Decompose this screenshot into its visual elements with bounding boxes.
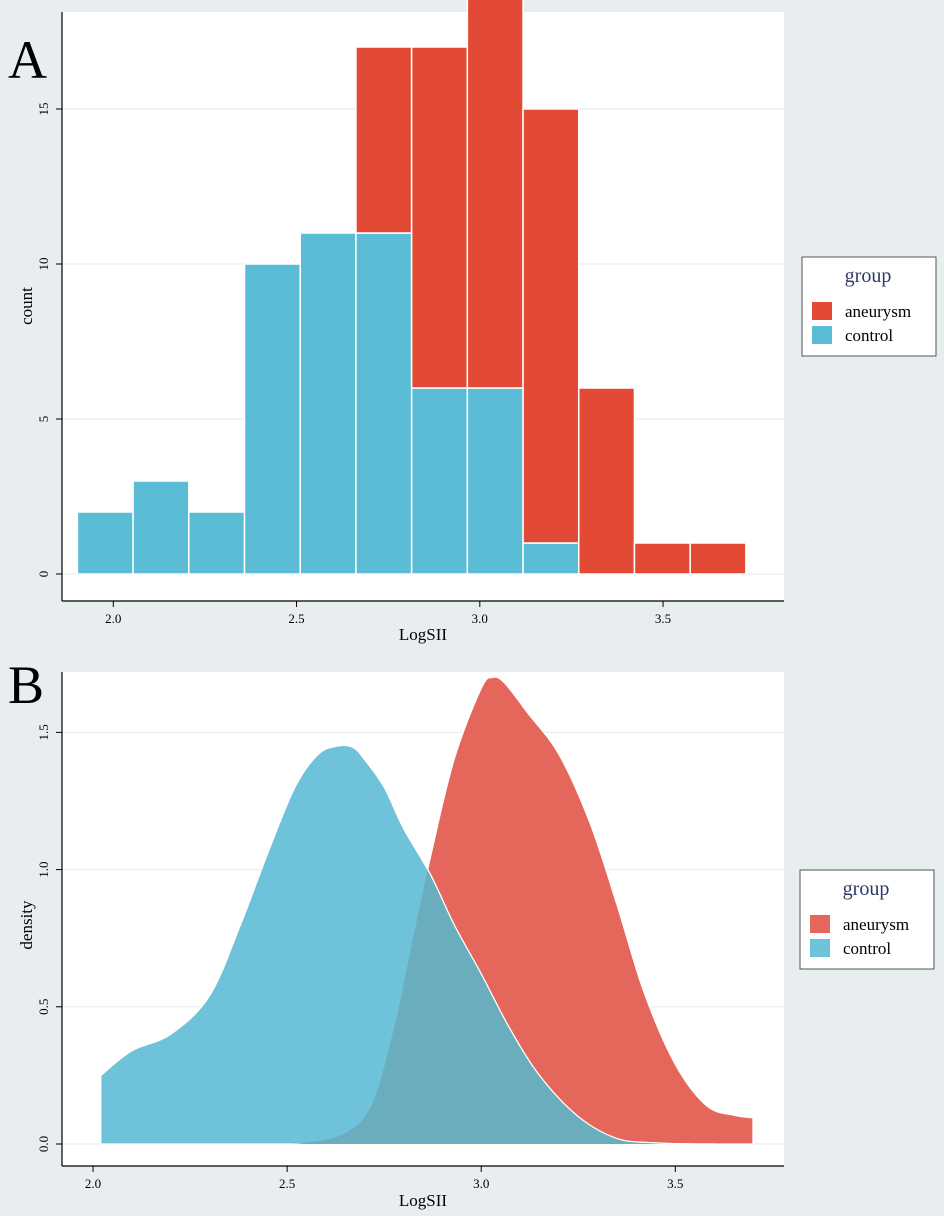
- panel-b-y-tick-label-2: 1.0: [36, 861, 51, 877]
- panel-a-bars: [76, 0, 747, 575]
- panel-a-x-tick-label-3: 3.5: [655, 611, 671, 626]
- panel-a-bar-control-0: [76, 511, 134, 575]
- panel-b-x-tick-label-0: 2.0: [85, 1176, 101, 1191]
- panel-a-y-tick-label-2: 10: [36, 258, 51, 271]
- panel-a-x-tick-label-2: 3.0: [472, 611, 488, 626]
- panel-a-bar-aneurysm-7: [466, 0, 524, 389]
- panel-b-x-tick-label-2: 3.0: [473, 1176, 489, 1191]
- panel-b-legend: group aneurysm control: [799, 869, 935, 970]
- panel-b-legend-swatch-aneurysm: [810, 915, 830, 933]
- panel-a-bar-control-1: [132, 480, 190, 575]
- panel-b-legend-label-control: control: [843, 939, 891, 958]
- panel-b-density: 2.0 2.5 3.0 3.5 0.0 0.5 1.0 1.5 B LogSII densi…: [8, 655, 935, 1210]
- panel-a-x-tick-label-1: 2.5: [288, 611, 304, 626]
- panel-a-histogram: 2.0 2.5 3.0 3.5 0 5 10 15 A LogSII count group…: [8, 0, 937, 644]
- panel-a-bar-aneurysm-11: [689, 542, 747, 575]
- panel-a-bar-control-2: [188, 511, 246, 575]
- panel-a-y-tick-label-3: 15: [36, 103, 51, 116]
- panel-b-y-tick-label-1: 0.5: [36, 999, 51, 1015]
- panel-a-legend-label-control: control: [845, 326, 893, 345]
- panel-a-bar-control-3: [243, 263, 301, 575]
- panel-a-y-tick-label-1: 5: [36, 416, 51, 423]
- panel-a-bar-control-5: [355, 232, 413, 575]
- panel-a-legend-title: group: [845, 265, 892, 287]
- panel-a-x-tick-label-0: 2.0: [105, 611, 121, 626]
- panel-a-y-ticks: 0 5 10 15: [36, 103, 62, 578]
- panel-a-x-ticks: 2.0 2.5 3.0 3.5: [105, 601, 671, 626]
- panel-b-y-tick-label-3: 1.5: [36, 724, 51, 740]
- panel-a-bar-aneurysm-10: [633, 542, 691, 575]
- panel-a-bar-aneurysm-8: [522, 108, 580, 544]
- panel-b-y-axis-title: density: [17, 900, 36, 950]
- panel-b-x-tick-label-1: 2.5: [279, 1176, 295, 1191]
- panel-b-x-ticks: 2.0 2.5 3.0 3.5: [85, 1166, 683, 1191]
- panel-b-label: B: [8, 655, 44, 715]
- panel-a-bar-control-8: [522, 542, 580, 575]
- panel-a-bar-aneurysm-6: [410, 46, 469, 389]
- panel-b-legend-swatch-control: [810, 939, 830, 957]
- panel-b-legend-label-aneurysm: aneurysm: [843, 915, 909, 934]
- panel-b-y-tick-label-0: 0.0: [36, 1136, 51, 1152]
- panel-a-bar-control-7: [466, 387, 524, 575]
- panel-a-label: A: [8, 30, 47, 90]
- panel-a-y-axis-title: count: [17, 287, 36, 325]
- panel-a-bar-control-4: [299, 232, 357, 575]
- panel-b-density-control-outline: [100, 744, 715, 1145]
- panel-b-x-axis-title: LogSII: [399, 1191, 448, 1210]
- panel-a-legend-swatch-control: [812, 326, 832, 344]
- panel-a-legend: group aneurysm control: [801, 256, 937, 357]
- panel-a-legend-swatch-aneurysm: [812, 302, 832, 320]
- panel-b-x-tick-label-3: 3.5: [667, 1176, 683, 1191]
- panel-b-y-ticks: 0.0 0.5 1.0 1.5: [36, 724, 62, 1152]
- panel-a-bar-aneurysm-5: [355, 46, 413, 234]
- panel-a-bar-control-6: [410, 387, 469, 575]
- panel-a-x-axis-title: LogSII: [399, 625, 448, 644]
- panel-a-legend-label-aneurysm: aneurysm: [845, 302, 911, 321]
- panel-a-bar-aneurysm-9: [578, 387, 636, 575]
- panel-a-y-tick-label-0: 0: [36, 571, 51, 578]
- panel-b-legend-title: group: [843, 878, 890, 900]
